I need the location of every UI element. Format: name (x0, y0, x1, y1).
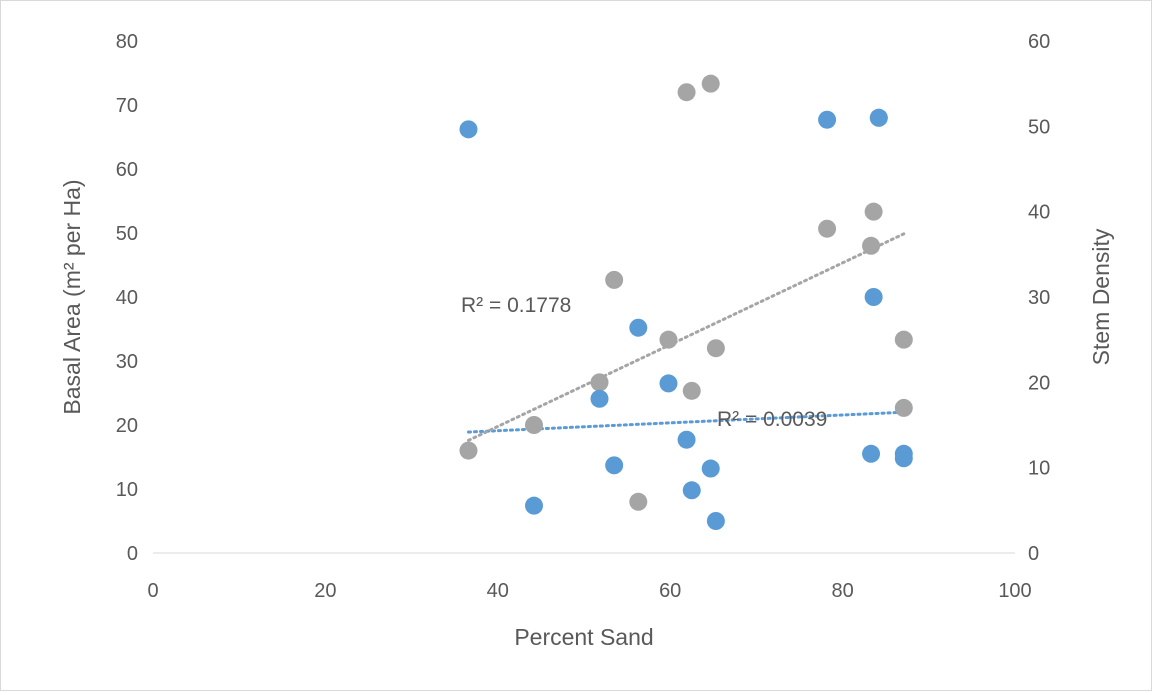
data-point-stem-density (605, 270, 624, 289)
data-point-basal-area (894, 449, 913, 468)
right-y-tick-label: 40 (1028, 202, 1050, 224)
left-y-axis-title: Basal Area (m² per Ha) (59, 179, 85, 414)
data-point-basal-area (677, 430, 696, 449)
data-point-stem-density (459, 441, 478, 460)
left-y-tick-label: 60 (116, 159, 138, 181)
data-point-basal-area (682, 481, 701, 500)
x-tick-label: 80 (831, 580, 853, 602)
data-point-basal-area (590, 389, 609, 408)
trendline-stem-density (466, 232, 906, 442)
right-y-tick-label: 20 (1028, 372, 1050, 394)
left-y-tick-label: 40 (116, 287, 138, 309)
r-squared-label-basal-area: R² = 0.0039 (717, 408, 827, 431)
x-tick-label: 100 (998, 580, 1031, 602)
data-point-stem-density (894, 398, 913, 417)
right-y-tick-label: 50 (1028, 116, 1050, 138)
data-point-basal-area (525, 496, 544, 515)
data-point-stem-density (818, 219, 837, 238)
left-y-tick-label: 30 (116, 351, 138, 373)
data-point-stem-density (590, 373, 609, 392)
right-y-tick-label: 10 (1028, 458, 1050, 480)
left-y-tick-label: 10 (116, 479, 138, 501)
data-point-stem-density (629, 492, 648, 511)
data-point-basal-area (706, 512, 725, 530)
x-tick-label: 60 (659, 580, 681, 602)
left-y-tick-label: 20 (116, 415, 138, 437)
data-point-stem-density (706, 339, 725, 358)
left-y-tick-label: 70 (116, 95, 138, 117)
right-y-tick-label: 0 (1028, 543, 1039, 565)
left-y-tick-label: 50 (116, 223, 138, 245)
r-squared-label-stem-density: R² = 0.1778 (461, 294, 571, 317)
data-point-stem-density (677, 83, 696, 102)
data-point-basal-area (459, 120, 478, 139)
x-tick-label: 20 (314, 580, 336, 602)
data-point-stem-density (682, 381, 701, 400)
data-point-stem-density (894, 330, 913, 349)
data-point-stem-density (659, 330, 678, 349)
data-point-stem-density (862, 236, 881, 255)
x-tick-label: 40 (487, 580, 509, 602)
data-point-basal-area (869, 108, 888, 127)
left-y-tick-label: 0 (127, 543, 138, 565)
data-point-basal-area (818, 110, 837, 129)
data-point-basal-area (862, 444, 881, 463)
data-point-basal-area (864, 288, 883, 306)
left-y-tick-label: 80 (116, 31, 138, 53)
right-y-axis-title: Stem Density (1088, 228, 1114, 365)
x-axis-title: Percent Sand (514, 624, 653, 650)
data-point-stem-density (701, 74, 720, 93)
data-point-basal-area (701, 459, 720, 478)
data-point-basal-area (659, 374, 678, 393)
data-point-basal-area (605, 456, 624, 475)
right-y-tick-label: 60 (1028, 31, 1050, 53)
data-point-basal-area (629, 318, 648, 337)
right-y-tick-label: 30 (1028, 287, 1050, 309)
x-tick-label: 0 (147, 580, 158, 602)
data-point-stem-density (525, 416, 544, 434)
data-point-stem-density (864, 202, 883, 221)
